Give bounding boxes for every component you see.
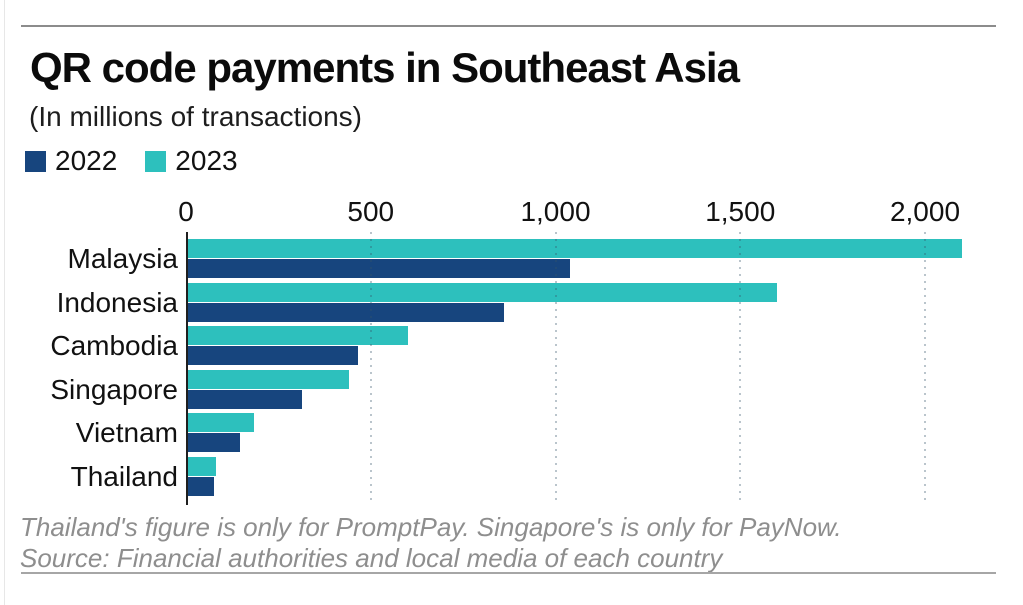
footnote: Thailand's figure is only for PromptPay.… <box>20 512 842 542</box>
legend-label-2023: 2023 <box>175 145 238 176</box>
y-axis-category-labels: Malaysia Indonesia Cambodia Singapore Vietna… <box>0 232 178 505</box>
category-label-thailand: Thailand <box>70 460 178 492</box>
y-axis-line <box>186 232 188 505</box>
plot-area <box>186 232 1010 505</box>
x-tick-0: 0 <box>178 196 194 227</box>
category-label-vietnam: Vietnam <box>75 417 178 448</box>
bar-thailand-2022 <box>186 476 214 496</box>
bar-vietnam-2023 <box>186 413 255 432</box>
legend-swatch-2022 <box>25 150 46 172</box>
category-label-singapore: Singapore <box>50 373 178 405</box>
gridline-2000 <box>924 232 926 505</box>
source-line: Source: Financial authorities and local … <box>20 543 723 573</box>
chart-title: QR code payments in Southeast Asia <box>30 44 740 91</box>
category-label-indonesia: Indonesia <box>56 286 178 318</box>
x-axis-tick-labels: 0 500 1,000 1,500 2,000 <box>0 196 1023 228</box>
bar-indonesia-2022 <box>186 302 504 322</box>
x-tick-2,000: 2,000 <box>889 196 961 227</box>
legend-label-2022: 2022 <box>55 145 118 176</box>
category-label-malaysia: Malaysia <box>67 243 178 274</box>
bar-singapore-2023 <box>186 369 349 389</box>
x-tick-1,000: 1,000 <box>520 196 591 227</box>
x-tick-500: 500 <box>347 196 395 227</box>
bar-thailand-2023 <box>186 456 216 476</box>
left-edge-line <box>4 0 5 605</box>
bar-malaysia-2023 <box>186 239 962 258</box>
x-tick-1,500: 1,500 <box>705 196 776 227</box>
category-label-cambodia: Cambodia <box>50 330 178 361</box>
bar-indonesia-2023 <box>186 282 778 302</box>
bar-vietnam-2022 <box>186 433 240 452</box>
legend-item-2022: 2022 <box>25 145 118 176</box>
bar-cambodia-2022 <box>186 346 358 365</box>
legend: 2022 2023 <box>25 145 266 176</box>
gridline-1000 <box>554 232 557 505</box>
top-rule <box>21 25 996 27</box>
legend-swatch-2023 <box>145 150 167 172</box>
gridline-1500 <box>739 232 742 505</box>
bar-malaysia-2022 <box>186 259 571 278</box>
chart-subtitle: (In millions of transactions) <box>29 101 363 132</box>
gridline-500 <box>369 232 372 505</box>
legend-item-2023: 2023 <box>145 145 238 176</box>
bar-singapore-2022 <box>186 389 303 409</box>
bar-cambodia-2023 <box>186 326 408 345</box>
bottom-rule <box>21 572 996 574</box>
